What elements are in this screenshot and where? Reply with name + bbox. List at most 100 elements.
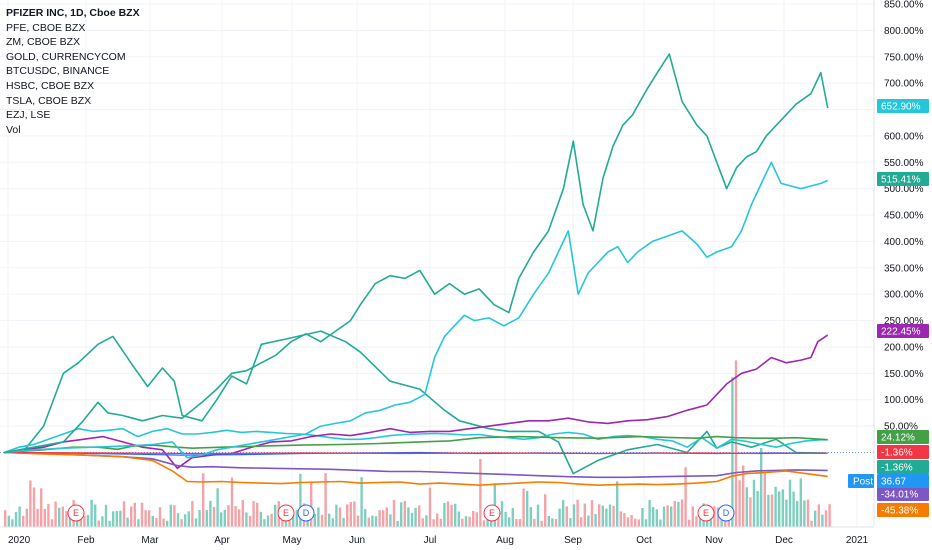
x-tick-label[interactable]: 2021	[846, 535, 869, 546]
volume-bar	[274, 504, 277, 527]
volume-bar	[778, 491, 781, 527]
event-marker-label[interactable]: D	[303, 508, 310, 518]
y-tick-label[interactable]: 300.00%	[884, 290, 924, 301]
volume-bar	[432, 519, 435, 527]
volume-bar	[367, 517, 370, 527]
x-tick-label[interactable]: Sep	[564, 535, 582, 546]
volume-bar	[11, 519, 14, 527]
y-tick-label[interactable]: 400.00%	[884, 237, 924, 248]
earnings-event-icon[interactable]	[277, 504, 295, 522]
x-tick-label[interactable]: Mar	[141, 535, 159, 546]
volume-bar	[140, 502, 144, 527]
x-tick-label[interactable]: May	[283, 535, 302, 546]
volume-bar	[191, 501, 194, 527]
volume-bar	[511, 508, 514, 527]
volume-bar	[83, 515, 86, 527]
event-marker-label[interactable]: E	[703, 508, 709, 518]
y-tick-label[interactable]: 50.00%	[884, 422, 918, 433]
volume-bar	[522, 488, 525, 527]
y-tick-label[interactable]: 600.00%	[884, 131, 924, 142]
volume-bar	[684, 467, 687, 527]
earnings-event-icon[interactable]	[697, 504, 715, 522]
volume-bar	[605, 508, 608, 527]
volume-bar	[22, 515, 25, 527]
legend-item-vol[interactable]: Vol	[6, 123, 21, 136]
y-tick-label[interactable]: 850.00%	[884, 0, 924, 11]
legend-item-pfe[interactable]: PFE, CBOE BZX	[6, 21, 86, 34]
earnings-event-icon[interactable]	[483, 504, 501, 522]
x-tick-label[interactable]: Apr	[214, 535, 230, 546]
volume-bar	[54, 501, 57, 527]
volume-bar	[713, 506, 716, 527]
event-marker-label[interactable]: D	[723, 508, 730, 518]
volume-bar	[691, 506, 694, 527]
volume-bar	[774, 486, 777, 527]
volume-bar	[371, 515, 374, 527]
y-tick-label[interactable]: 100.00%	[884, 395, 924, 406]
series-line-hsbc	[3, 451, 828, 479]
y-tick-label[interactable]: 750.00%	[884, 52, 924, 63]
y-tick-label[interactable]: 250.00%	[884, 316, 924, 327]
volume-bar	[209, 500, 212, 527]
y-tick-label[interactable]: 450.00%	[884, 211, 924, 222]
series-line-zm	[3, 427, 828, 454]
volume-bar	[317, 507, 320, 527]
volume-bar	[497, 515, 500, 527]
y-tick-label[interactable]: 500.00%	[884, 184, 924, 195]
volume-bar	[270, 513, 273, 527]
volume-bar	[374, 516, 378, 527]
volume-bar	[238, 509, 241, 527]
volume-bar	[266, 515, 270, 527]
y-tick-label[interactable]: 350.00%	[884, 263, 924, 274]
dividend-event-icon[interactable]	[297, 504, 315, 522]
x-tick-label[interactable]: Jun	[349, 535, 365, 546]
earnings-event-icon[interactable]	[67, 504, 85, 522]
legend-item-hsbc[interactable]: HSBC, CBOE BZX	[6, 79, 95, 92]
volume-bar	[698, 518, 702, 527]
volume-bar	[389, 514, 392, 527]
x-tick-label[interactable]: 2020	[8, 535, 31, 546]
event-marker-label[interactable]: E	[489, 508, 495, 518]
volume-bar	[58, 507, 61, 527]
legend-item-btcusdc[interactable]: BTCUSDC, BINANCE	[6, 65, 110, 78]
volume-bar	[29, 480, 32, 527]
x-tick-label[interactable]: Jul	[424, 535, 437, 546]
x-axis[interactable]: 2020 Feb Mar Apr May Jun Jul Aug Sep Oct Nov Dec 202…	[0, 526, 874, 546]
y-tick-label[interactable]: 550.00%	[884, 158, 924, 169]
dividend-event-icon[interactable]	[717, 504, 735, 522]
volume-bar	[788, 479, 792, 527]
event-marker-label[interactable]: E	[283, 508, 289, 518]
series-line-pfizer-inc	[3, 451, 828, 455]
legend-title[interactable]: PFIZER INC, 1D, Cboe BZX	[6, 7, 140, 19]
y-tick-label[interactable]: 700.00%	[884, 79, 924, 90]
x-tick-label[interactable]: Aug	[496, 535, 514, 546]
volume-bar	[742, 465, 745, 527]
y-tick-label[interactable]: 200.00%	[884, 342, 924, 353]
volume-bar	[641, 508, 644, 527]
volume-bar	[137, 519, 140, 527]
y-tick-label[interactable]: 800.00%	[884, 26, 924, 37]
volume-bar	[446, 501, 450, 527]
legend-item-gold[interactable]: GOLD, CURRENCYCOM	[6, 50, 126, 63]
y-tick-label[interactable]: 150.00%	[884, 369, 924, 380]
volume-bar	[756, 491, 759, 527]
x-tick-label[interactable]: Nov	[705, 535, 723, 546]
legend-item-ezj[interactable]: EZJ, LSE	[6, 109, 51, 122]
legend-item-tsla[interactable]: TSLA, CBOE BZX	[6, 94, 92, 107]
x-tick-label[interactable]: Dec	[775, 535, 793, 546]
x-tick-label[interactable]: Feb	[77, 535, 95, 546]
value-tag	[877, 430, 929, 444]
x-tick-label[interactable]: Oct	[636, 535, 652, 546]
event-marker-label[interactable]: E	[73, 508, 79, 518]
volume-bar	[234, 506, 237, 527]
legend: PFIZER INC, 1D, Cboe BZX PFE, CBOE BZX Z…	[6, 6, 140, 137]
volume-bar	[670, 506, 673, 527]
volume-bar	[500, 501, 504, 527]
volume-bar	[241, 499, 244, 527]
legend-item-zm[interactable]: ZM, CBOE BZX	[6, 36, 81, 49]
volume-bar	[169, 504, 172, 527]
volume-bar	[295, 510, 298, 527]
